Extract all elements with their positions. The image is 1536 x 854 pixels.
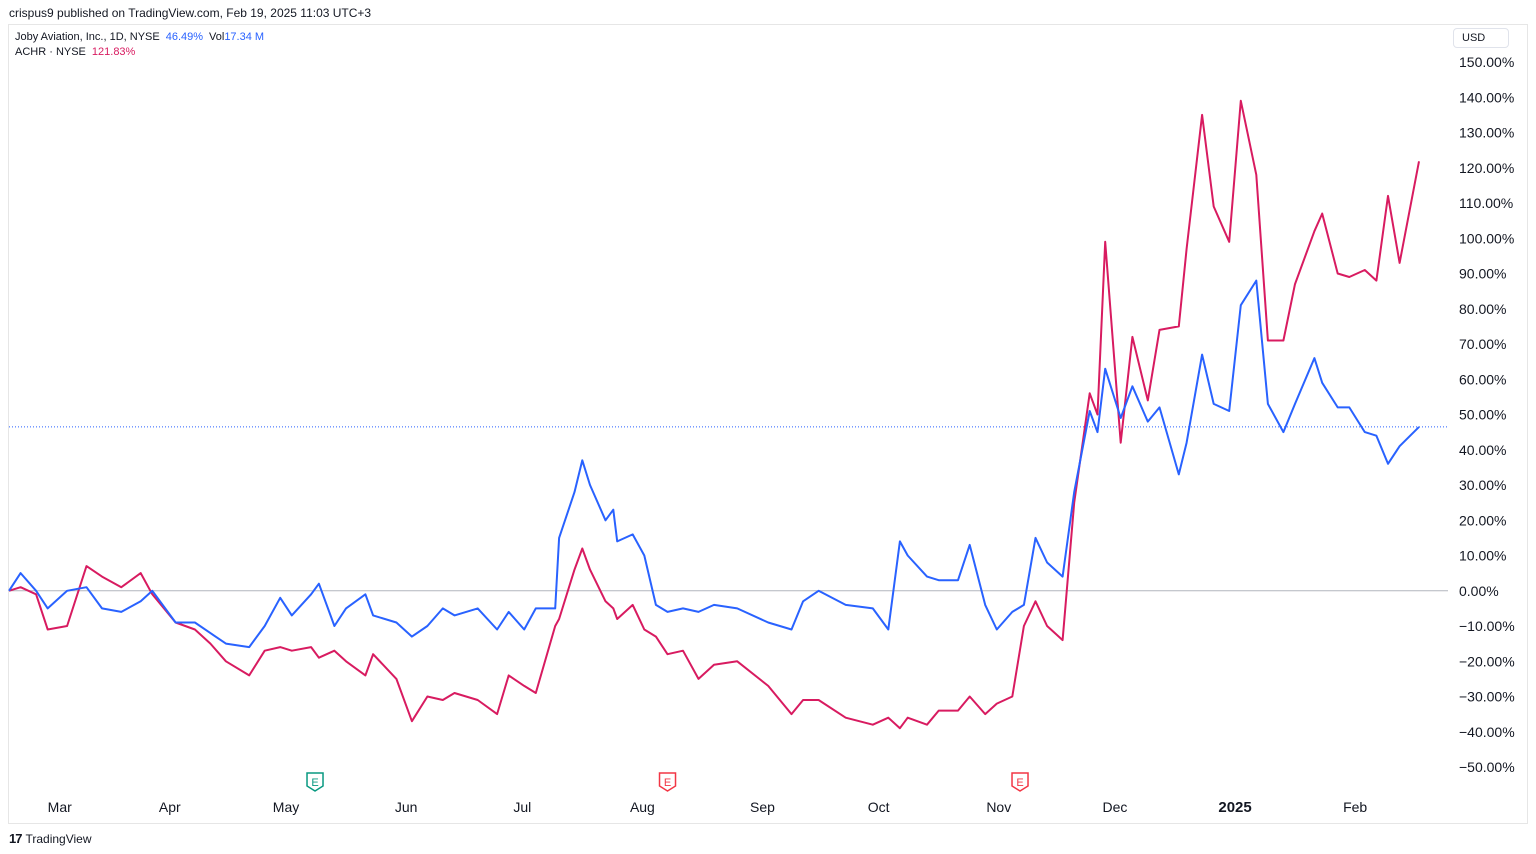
x-tick-label: Dec [1103, 799, 1128, 815]
y-tick-label: 110.00% [1459, 195, 1513, 211]
currency-button[interactable]: USD [1453, 28, 1509, 48]
chart-frame [8, 24, 1528, 824]
y-tick-label: −40.00% [1459, 724, 1515, 740]
y-tick-label: 30.00% [1459, 477, 1506, 493]
legend: Joby Aviation, Inc., 1D, NYSE 46.49% Vol… [15, 30, 264, 60]
y-tick-label: 140.00% [1459, 89, 1514, 105]
y-tick-label: −20.00% [1459, 653, 1515, 669]
y-tick-label: 70.00% [1459, 336, 1506, 352]
x-tick-label: 2025 [1218, 799, 1251, 816]
y-tick-label: −10.00% [1459, 618, 1515, 634]
earnings-label: E [664, 777, 671, 789]
y-tick-label: 10.00% [1459, 548, 1506, 564]
y-tick-label: 90.00% [1459, 266, 1506, 282]
x-tick-label: Jun [395, 799, 418, 815]
y-tick-label: 150.00% [1459, 54, 1514, 70]
legend-row-joby[interactable]: Joby Aviation, Inc., 1D, NYSE 46.49% Vol… [15, 30, 264, 45]
tradingview-brand: TradingView [25, 831, 92, 846]
legend-achr-name: ACHR · NYSE [15, 46, 86, 58]
y-tick-label: 40.00% [1459, 442, 1506, 458]
earnings-marker[interactable]: E [1011, 772, 1029, 792]
earnings-label: E [1016, 777, 1023, 789]
legend-joby-value: 46.49% [165, 31, 204, 43]
earnings-label: E [311, 777, 318, 789]
x-tick-label: Feb [1343, 799, 1367, 815]
y-tick-label: 60.00% [1459, 371, 1506, 387]
x-tick-label: Nov [986, 799, 1011, 815]
y-tick-label: −50.00% [1459, 759, 1515, 775]
x-tick-label: Jul [513, 799, 531, 815]
earnings-marker[interactable]: E [306, 772, 324, 792]
y-tick-label: 100.00% [1459, 230, 1514, 246]
y-tick-label: 120.00% [1459, 160, 1514, 176]
legend-vol-value: 17.34 M [224, 31, 265, 43]
y-tick-label: 20.00% [1459, 512, 1506, 528]
earnings-marker[interactable]: E [658, 772, 677, 792]
x-tick-label: Apr [159, 799, 181, 815]
legend-vol: Vol17.34 M [209, 30, 264, 45]
x-tick-label: Oct [868, 799, 890, 815]
publish-info: crispus9 published on TradingView.com, F… [9, 6, 372, 20]
tradingview-logo[interactable]: 17 TradingView [9, 831, 92, 846]
legend-joby-name: Joby Aviation, Inc., 1D, NYSE [15, 31, 160, 43]
legend-vol-label: Vol [209, 31, 225, 43]
y-tick-label: 0.00% [1459, 583, 1499, 599]
x-tick-label: Aug [630, 799, 655, 815]
y-tick-label: 80.00% [1459, 301, 1506, 317]
x-tick-label: Sep [750, 799, 775, 815]
y-tick-label: −30.00% [1459, 689, 1515, 705]
y-tick-label: 50.00% [1459, 407, 1506, 423]
tradingview-mark-icon: 17 [9, 831, 23, 846]
joby-series-line[interactable] [8, 279, 1420, 649]
legend-row-achr[interactable]: ACHR · NYSE 121.83% [15, 45, 264, 60]
legend-achr-value: 121.83% [91, 46, 136, 58]
achr-series-line[interactable] [8, 99, 1420, 730]
x-tick-label: May [273, 799, 299, 815]
y-tick-label: 130.00% [1459, 125, 1514, 141]
x-tick-label: Mar [48, 799, 72, 815]
